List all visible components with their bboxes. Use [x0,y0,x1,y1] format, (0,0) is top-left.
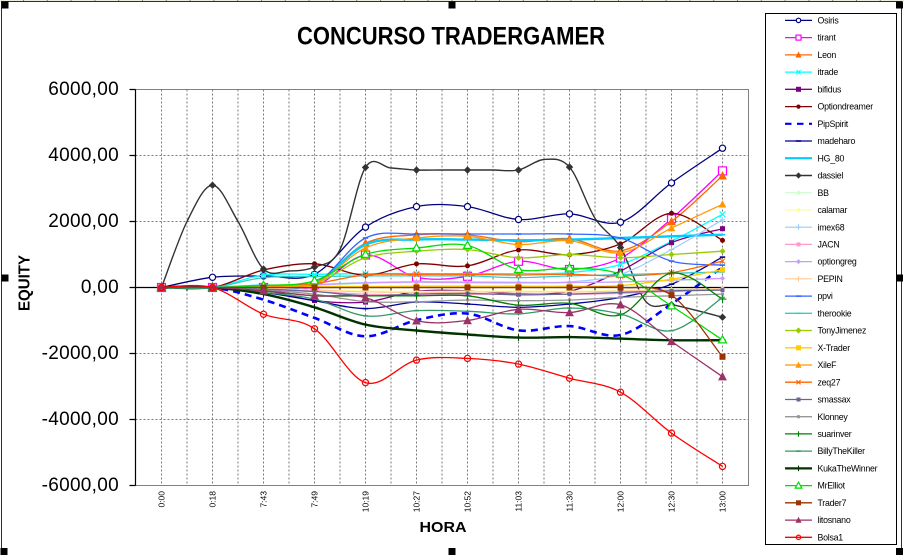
svg-text:CONCURSO TRADERGAMER: CONCURSO TRADERGAMER [297,23,605,51]
svg-text:0,00: 0,00 [81,277,119,298]
svg-text:MrElliot: MrElliot [818,481,846,491]
svg-text:BillyTheKiller: BillyTheKiller [818,446,866,456]
svg-text:JACN: JACN [818,240,840,250]
svg-text:PipSpirit: PipSpirit [818,119,849,129]
svg-text:2000,00: 2000,00 [48,211,119,232]
svg-text:Klonney: Klonney [818,412,849,422]
svg-text:10:27: 10:27 [412,491,422,513]
svg-text:tirant: tirant [818,33,837,43]
svg-text:PEPIN: PEPIN [818,274,843,284]
svg-text:TonyJimenez: TonyJimenez [818,326,867,336]
svg-text:Bolsa1: Bolsa1 [818,532,844,542]
svg-text:HORA: HORA [420,519,467,536]
svg-text:itrade: itrade [818,67,839,77]
svg-text:11:03: 11:03 [514,491,524,512]
svg-text:-4000,00: -4000,00 [42,409,119,430]
svg-text:10:19: 10:19 [361,491,371,513]
svg-text:optiongreg: optiongreg [818,257,857,267]
svg-text:ppvi: ppvi [818,291,833,301]
svg-text:Optiondreamer: Optiondreamer [818,102,874,112]
svg-text:0:00: 0:00 [157,491,167,508]
svg-text:calamar: calamar [818,205,848,215]
svg-text:11:30: 11:30 [565,491,575,512]
svg-text:therookie: therookie [818,308,852,318]
svg-text:10:52: 10:52 [463,491,473,513]
svg-text:-6000,00: -6000,00 [42,475,119,496]
svg-text:7:49: 7:49 [310,491,320,508]
svg-text:13:00: 13:00 [718,491,728,513]
svg-text:zeq27: zeq27 [818,377,841,387]
svg-text:suarinver: suarinver [818,429,852,439]
svg-text:0:18: 0:18 [208,491,218,508]
svg-text:-2000,00: -2000,00 [42,343,119,364]
svg-text:dassiel: dassiel [818,171,844,181]
svg-text:XileF: XileF [818,360,838,370]
svg-text:6000,00: 6000,00 [48,79,119,100]
svg-text:Trader7: Trader7 [818,498,847,508]
svg-text:smassax: smassax [818,395,852,405]
svg-text:4000,00: 4000,00 [48,145,119,166]
svg-text:madeharo: madeharo [818,136,856,146]
svg-text:EQUITY: EQUITY [17,255,34,311]
svg-text:X-Trader: X-Trader [818,343,851,353]
svg-text:Osiris: Osiris [818,16,840,26]
svg-text:KukaTheWinner: KukaTheWinner [818,464,878,474]
svg-text:imex68: imex68 [818,222,845,232]
svg-text:bifidus: bifidus [818,84,843,94]
svg-text:HG_80: HG_80 [818,153,845,163]
svg-text:litosnano: litosnano [818,515,851,525]
svg-text:12:00: 12:00 [616,491,626,513]
svg-text:Leon: Leon [818,50,837,60]
svg-text:BB: BB [818,188,830,198]
svg-text:12:30: 12:30 [667,491,677,513]
svg-text:7:43: 7:43 [259,491,269,508]
